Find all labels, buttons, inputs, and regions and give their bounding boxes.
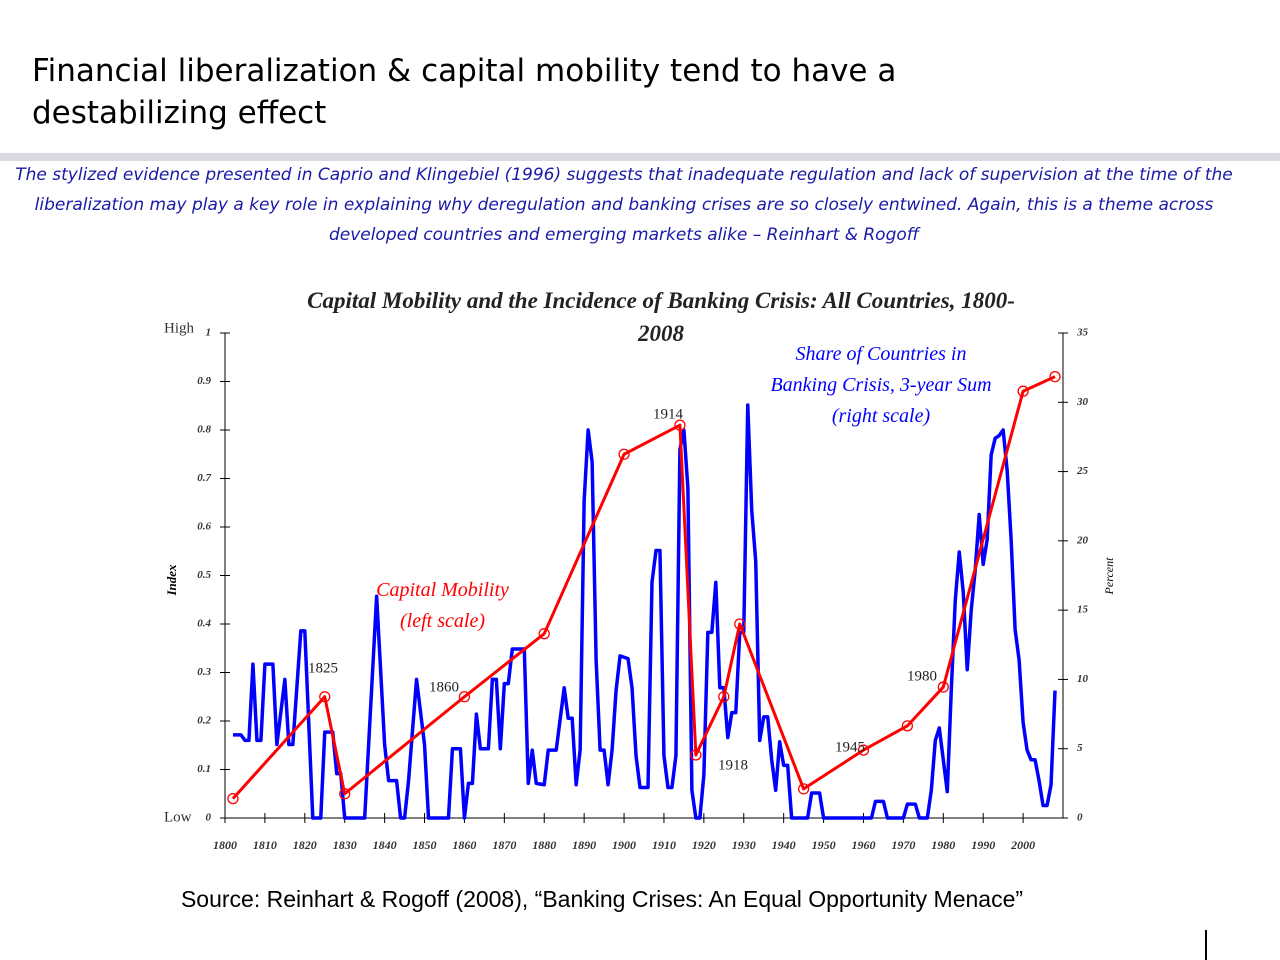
point-marker: [458, 691, 471, 703]
divider: [0, 153, 1280, 161]
y2-tick-label: 30: [1076, 396, 1089, 408]
series-label: Share of Countries in Banking Crisis, 3-…: [768, 339, 994, 432]
series-label: Capital Mobility (left scale): [365, 575, 520, 637]
x-tick-label: 1890: [572, 838, 596, 852]
x-tick-label: 1830: [333, 838, 357, 852]
y2-tick-label: 5: [1077, 742, 1083, 754]
y-tick-label: 0.4: [197, 618, 211, 630]
point-marker: [1017, 385, 1029, 397]
x-tick-label: 2000: [1010, 838, 1035, 852]
x-tick-label: 1920: [692, 838, 716, 852]
y2-tick-label: 25: [1076, 465, 1089, 477]
x-tick-label: 1940: [772, 838, 796, 852]
point-marker: [674, 419, 686, 431]
y-low-label: Low: [164, 809, 192, 825]
point-marker: [718, 691, 730, 703]
y2-tick-label: 0: [1077, 812, 1083, 824]
y-tick-label: 0: [206, 812, 212, 824]
y-tick-label: 0.6: [197, 521, 211, 533]
x-tick-label: 1960: [851, 838, 875, 852]
point-marker: [538, 628, 550, 640]
y-tick-label: 0.5: [197, 569, 211, 581]
year-annotation: 1918: [718, 757, 748, 773]
y2-axis-title: Percent: [1102, 557, 1116, 596]
y-tick-label: 0.7: [197, 472, 211, 484]
year-annotation: 1825: [308, 660, 338, 676]
x-tick-label: 1930: [732, 838, 756, 852]
x-tick-label: 1810: [253, 838, 277, 852]
point-marker: [227, 792, 239, 805]
y-axis-title: Index: [164, 564, 179, 597]
point-marker: [937, 681, 949, 693]
x-tick-label: 1990: [971, 838, 995, 852]
x-tick-label: 1850: [413, 838, 437, 852]
y-tick-label: 0.2: [197, 715, 211, 727]
point-marker: [857, 744, 870, 756]
point-marker: [901, 720, 914, 732]
x-tick-label: 1950: [812, 838, 836, 852]
chart-title: Capital Mobility and the Incidence of Ba…: [307, 288, 1015, 346]
series-line: [231, 375, 1056, 800]
y2-tick-label: 20: [1076, 534, 1089, 546]
x-tick-label: 1800: [213, 838, 237, 852]
x-tick-label: 1880: [532, 838, 556, 852]
scale-label: (right scale): [831, 405, 931, 427]
y-high-label: High: [164, 320, 195, 336]
source: Source: Reinhart & Rogoff (2008), “Banki…: [180, 886, 1024, 912]
x-tick-label: 1860: [452, 838, 476, 852]
x-tick-label: 1970: [891, 838, 915, 852]
year-annotation: 1914: [653, 406, 684, 422]
y2-tick-label: 15: [1077, 604, 1089, 616]
x-tick-label: 1910: [652, 838, 676, 852]
quote: The stylized evidence presented in Capri…: [15, 165, 1233, 245]
x-tick-label: 1820: [293, 838, 317, 852]
series-line: [232, 403, 1057, 820]
y2-tick-label: 35: [1076, 327, 1089, 339]
y-tick-label: 1: [206, 327, 212, 339]
year-annotation: 1980: [907, 668, 937, 684]
x-tick-label: 1870: [492, 838, 516, 852]
point-marker: [339, 788, 351, 800]
point-marker: [319, 691, 331, 703]
y-tick-label: 0.3: [197, 666, 211, 678]
y-tick-label: 0.9: [197, 375, 211, 387]
point-marker: [690, 749, 702, 761]
y2-tick-label: 10: [1077, 673, 1089, 685]
x-tick-label: 1840: [373, 838, 397, 852]
y-tick-label: 0.1: [197, 763, 211, 775]
point-marker: [797, 783, 810, 795]
x-tick-label: 1980: [931, 838, 955, 852]
point-marker: [618, 448, 630, 460]
point-marker: [1049, 370, 1061, 383]
point-marker: [734, 618, 746, 630]
slide-title: Financial liberalization & capital mobil…: [32, 53, 897, 131]
year-annotation: 1945: [835, 739, 865, 755]
year-annotation: 1860: [429, 679, 459, 695]
scale-label: (left scale): [400, 610, 485, 632]
y-tick-label: 0.8: [197, 424, 211, 436]
x-tick-label: 1900: [612, 838, 636, 852]
